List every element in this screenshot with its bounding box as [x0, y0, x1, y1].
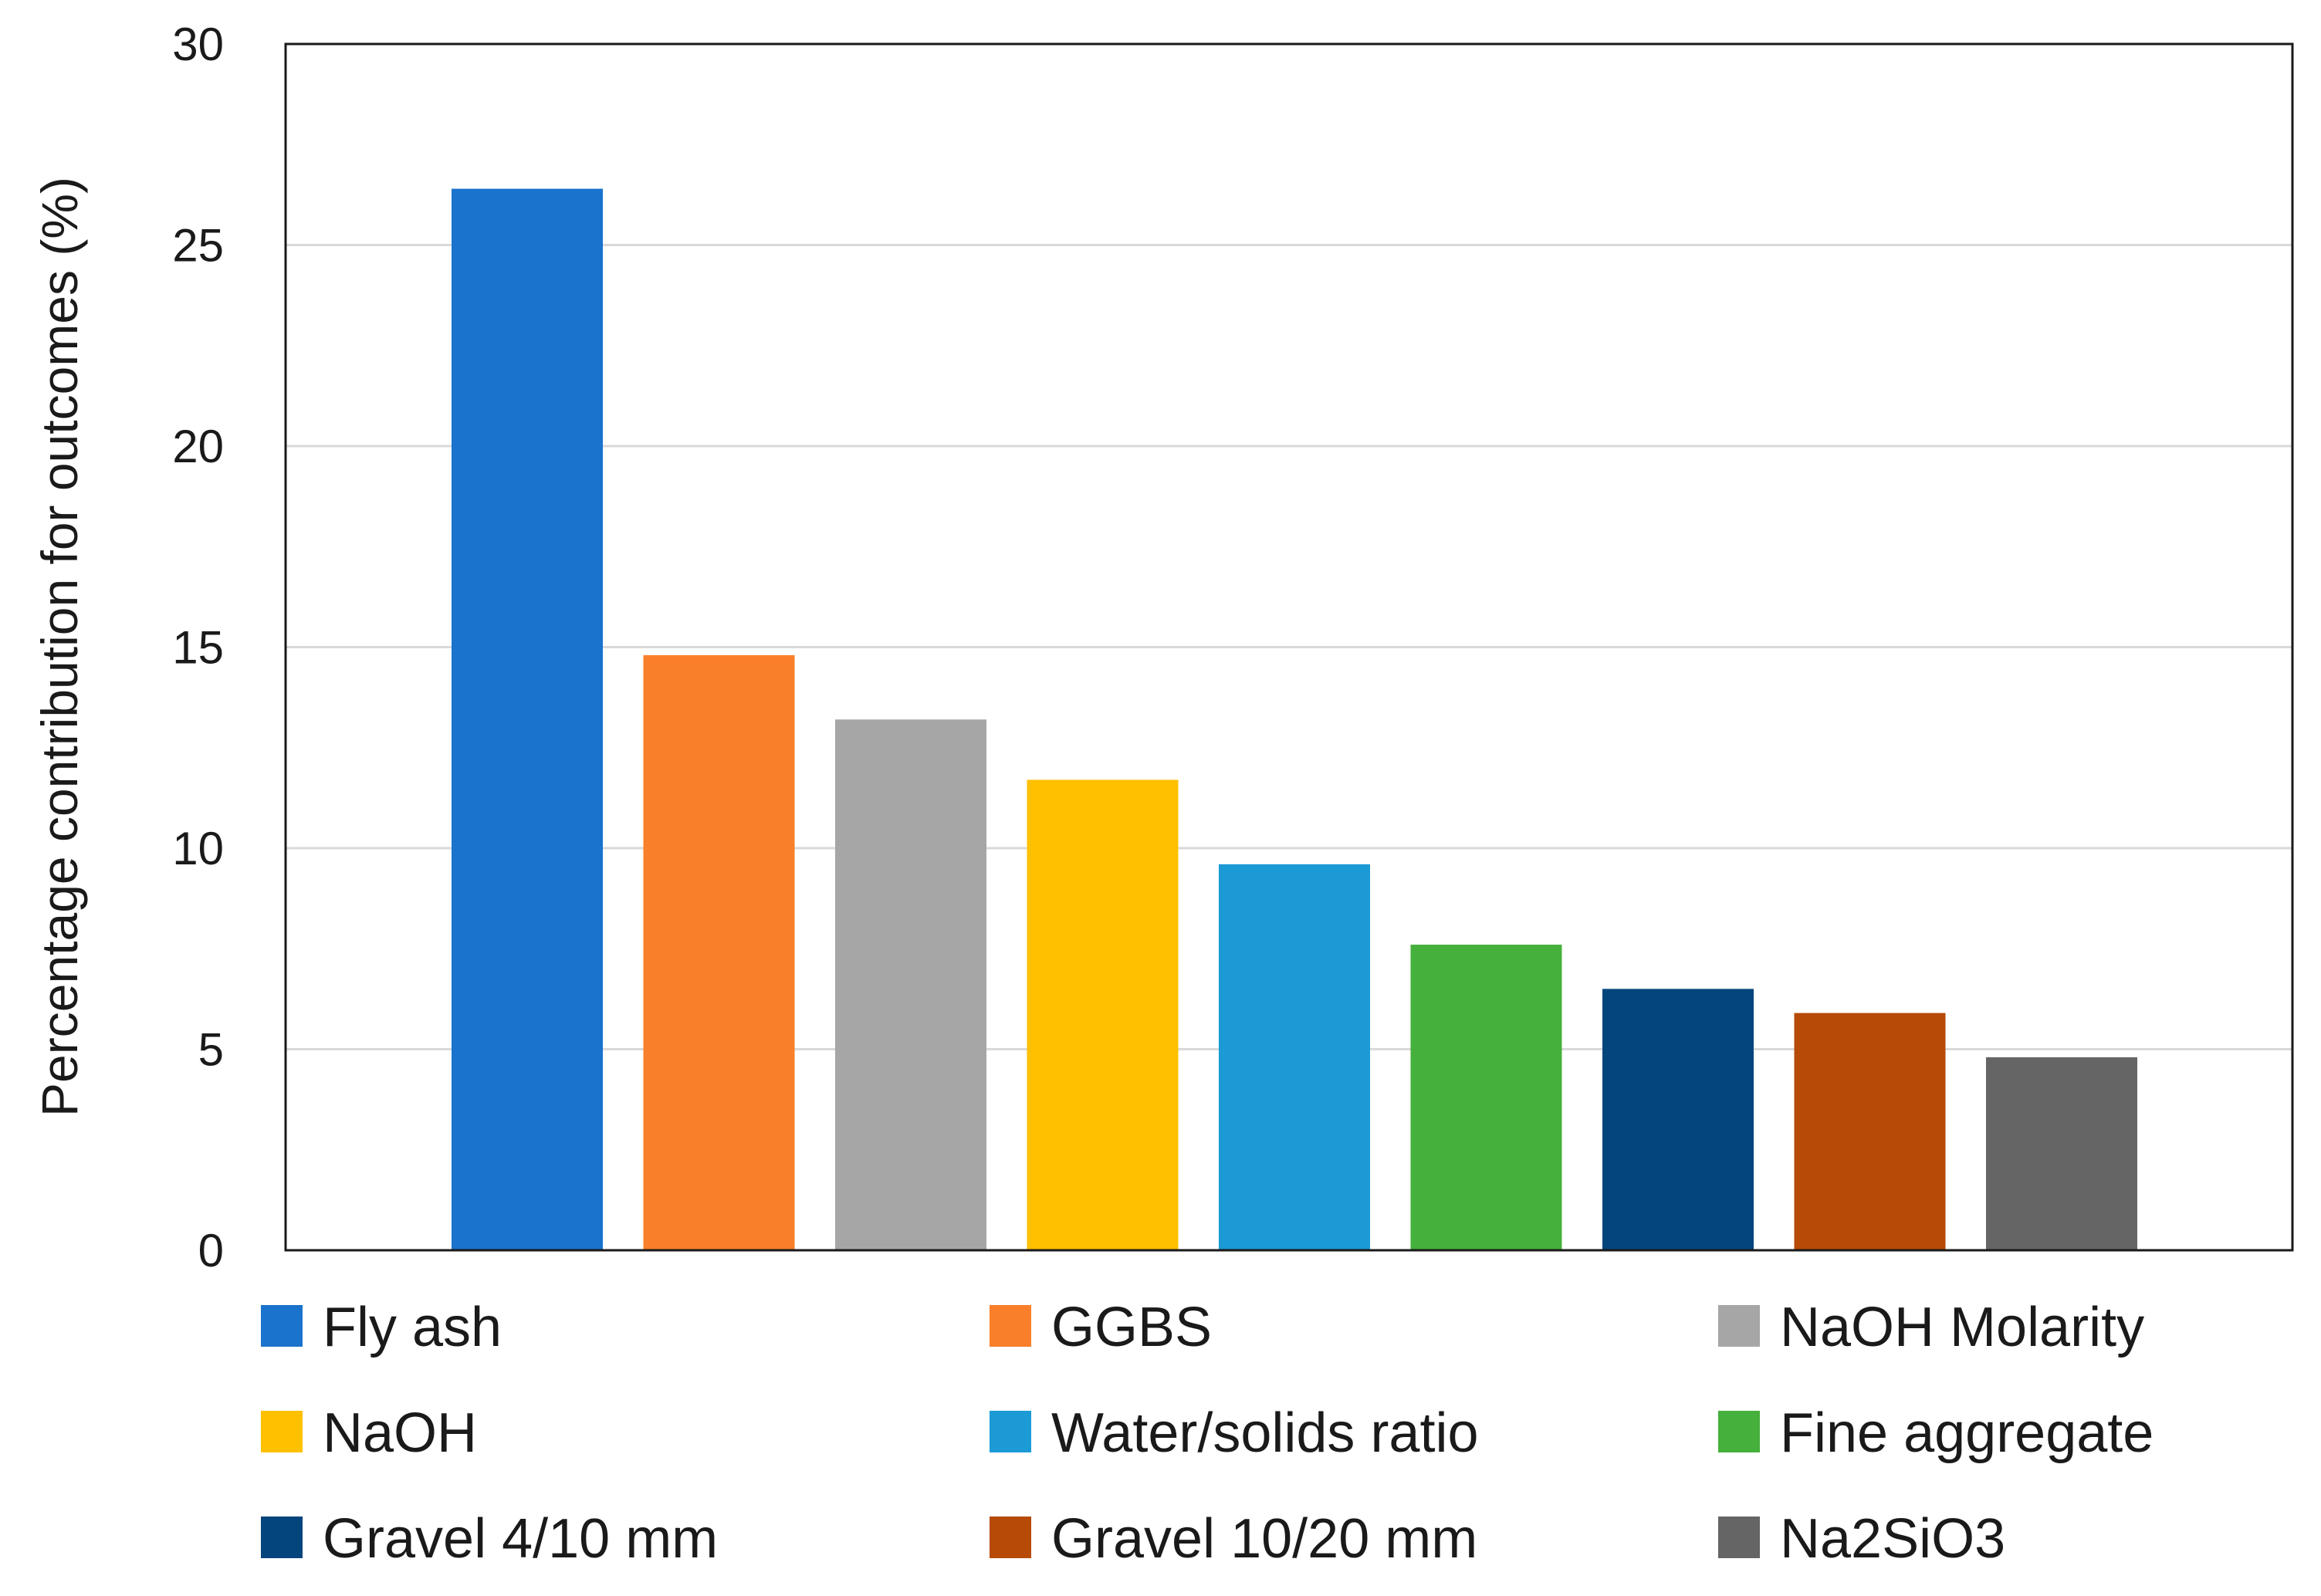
legend-label: Gravel 10/20 mm [1051, 1508, 1477, 1570]
legend-label: NaOH [323, 1402, 477, 1464]
legend-swatch [990, 1305, 1031, 1347]
y-axis-title: Percentage contribution for outcomes (%) [31, 177, 88, 1117]
legend: Fly ash GGBS NaOH Molarity NaOH Water/solids… [261, 1297, 2154, 1570]
bar-fine-aggregate [1410, 945, 1562, 1250]
legend-swatch [1718, 1517, 1760, 1558]
bar-fly-ash [452, 188, 603, 1250]
bar-water-solids-ratio [1219, 864, 1370, 1250]
y-tick-label: 10 [172, 823, 224, 874]
plot-frame [284, 42, 2294, 1252]
legend-label: Water/solids ratio [1051, 1402, 1479, 1464]
bar-gravel-4-10-mm [1602, 989, 1754, 1250]
bar-gravel-10-20-mm [1794, 1013, 1946, 1250]
bars [452, 188, 2137, 1250]
gridlines [286, 244, 2292, 1050]
y-tick-label: 15 [172, 622, 224, 674]
y-tick-label: 5 [198, 1024, 224, 1076]
legend-label: Fine aggregate [1780, 1402, 2154, 1464]
legend-label: Gravel 4/10 mm [323, 1508, 718, 1570]
legend-swatch [261, 1305, 303, 1347]
y-tick-label: 0 [198, 1225, 224, 1276]
legend-label: Fly ash [323, 1297, 502, 1358]
legend-swatch [990, 1517, 1031, 1558]
bar-na2sio3 [1986, 1057, 2137, 1250]
bar-naoh-molarity [835, 719, 986, 1250]
y-tick-label: 20 [172, 421, 224, 472]
legend-swatch [261, 1517, 303, 1558]
bar-naoh [1027, 779, 1179, 1250]
y-tick-label: 30 [172, 19, 224, 70]
legend-swatch [261, 1411, 303, 1452]
legend-swatch [1718, 1411, 1760, 1452]
legend-swatch [990, 1411, 1031, 1452]
legend-label: Na2SiO3 [1780, 1508, 2005, 1570]
legend-label: NaOH Molarity [1780, 1297, 2144, 1358]
legend-swatch [1718, 1305, 1760, 1347]
bar-ggbs [643, 654, 795, 1250]
legend-label: GGBS [1051, 1297, 1212, 1358]
y-tick-label: 25 [172, 220, 224, 272]
y-axis-ticks: 0 5 10 15 20 25 30 [172, 19, 224, 1276]
